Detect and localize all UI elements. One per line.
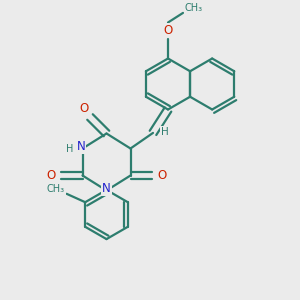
Text: H: H <box>66 144 74 154</box>
Text: N: N <box>76 140 85 153</box>
Text: H: H <box>160 127 168 137</box>
Text: O: O <box>158 169 166 182</box>
Text: O: O <box>80 102 88 115</box>
Text: O: O <box>164 23 172 37</box>
Text: CH₃: CH₃ <box>47 184 65 194</box>
Text: N: N <box>102 182 111 196</box>
Text: CH₃: CH₃ <box>184 3 202 13</box>
Text: O: O <box>46 169 56 182</box>
